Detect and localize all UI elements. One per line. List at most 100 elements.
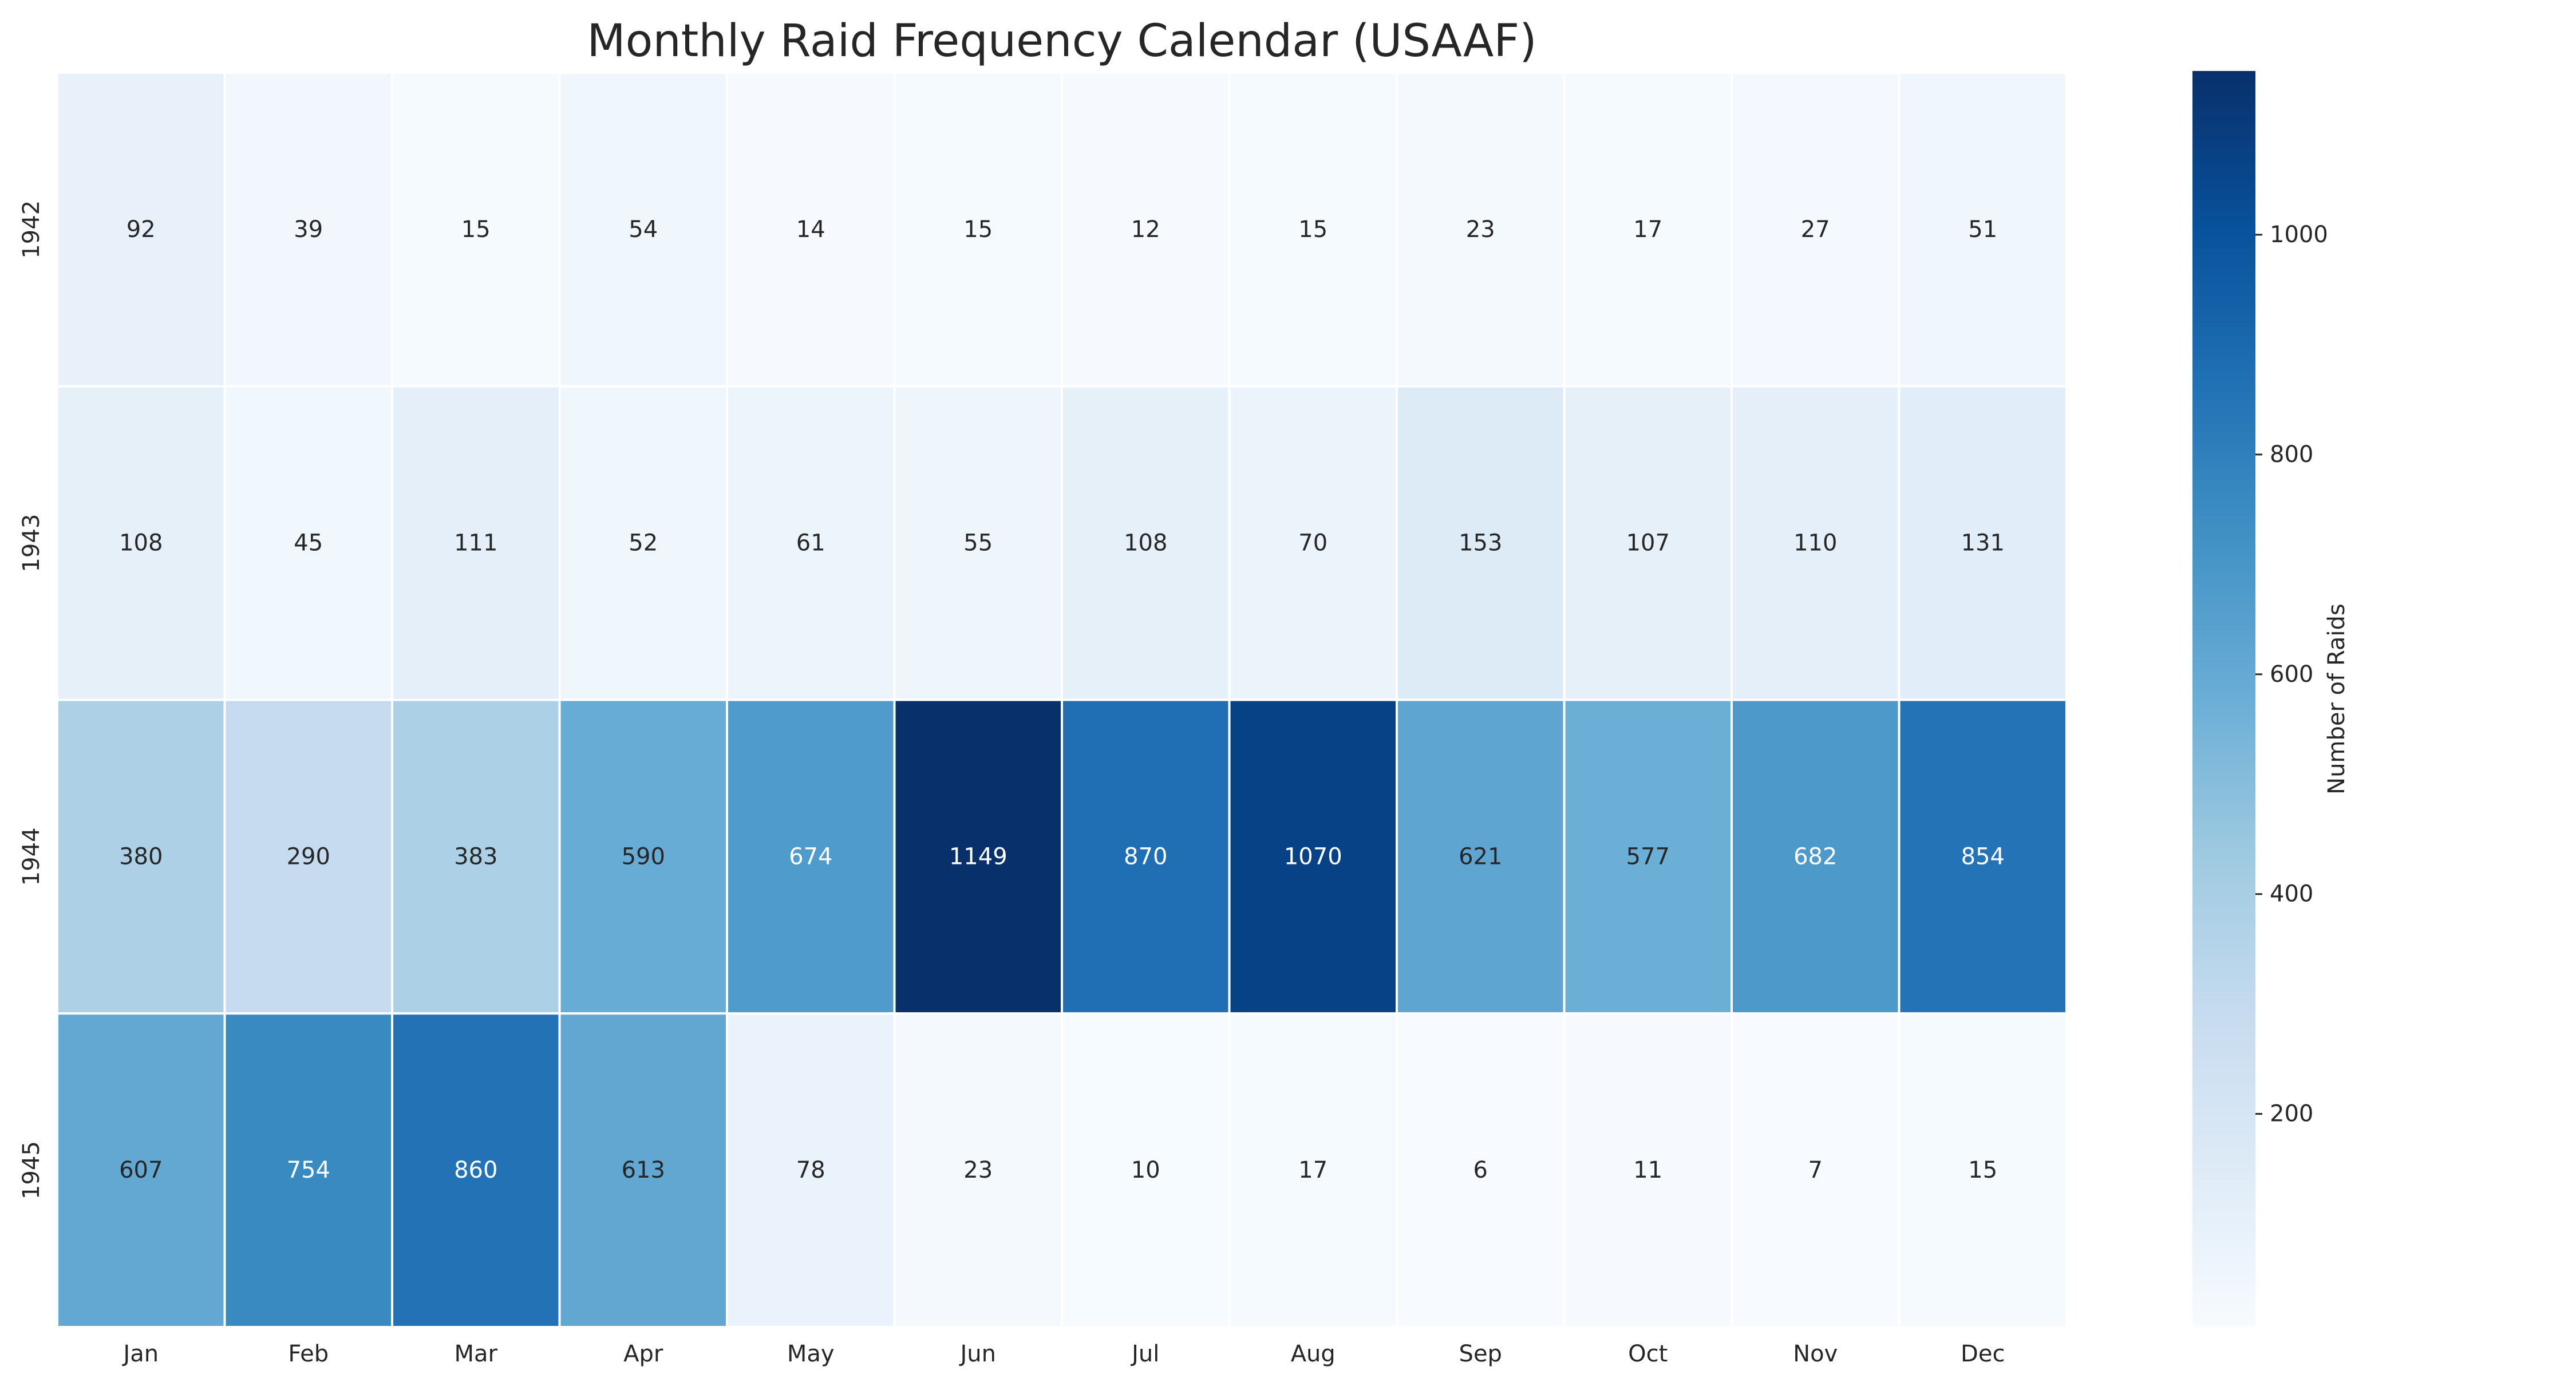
cell-value-label: 51 (1968, 216, 1997, 243)
heatmap-cell (1396, 698, 1566, 1015)
heatmap-cell (893, 1012, 1063, 1328)
heatmap-cell (1898, 1012, 2068, 1328)
cell-value-label: 70 (1298, 530, 1327, 556)
y-tick-label: 1942 (18, 200, 45, 259)
cell-value-label: 108 (119, 530, 163, 556)
heatmap-cell (558, 385, 728, 701)
cell-value-label: 6 (1473, 1157, 1488, 1183)
heatmap-cell (1061, 72, 1231, 388)
colorbar-tick-label: 600 (2270, 661, 2313, 688)
x-axis-ticks: Jan Feb Mar Apr May Jun Jul Aug Sep Oct Nov Dec (121, 1341, 2005, 1367)
cell-value-label: 12 (1131, 216, 1160, 243)
x-tick-label: Jan (121, 1341, 159, 1367)
heatmap-cell (1396, 72, 1566, 388)
x-tick-label: Nov (1793, 1341, 1838, 1367)
cell-value-label: 11 (1633, 1157, 1662, 1183)
y-tick-label: 1944 (18, 827, 45, 886)
cell-value-label: 15 (963, 216, 993, 243)
cell-value-label: 45 (294, 530, 323, 556)
heatmap-cell (223, 72, 393, 388)
x-tick-label: Mar (455, 1341, 498, 1367)
cell-value-label: 383 (454, 843, 497, 870)
cell-value-label: 15 (1968, 1157, 1997, 1183)
heatmap-cell (726, 385, 896, 701)
heatmap-cell (1563, 72, 1733, 388)
colorbar-ticks: 200 400 600 800 1000 (2255, 222, 2328, 1127)
heatmap-cell (1563, 698, 1733, 1015)
cell-value-label: 110 (1793, 530, 1837, 556)
heatmap-cell (893, 698, 1063, 1015)
heatmap-cell (223, 385, 393, 701)
heatmap-cell (1730, 698, 1901, 1015)
x-tick-label: Feb (288, 1341, 329, 1367)
cell-value-label: 131 (1961, 530, 2005, 556)
x-tick-label: Apr (623, 1341, 663, 1367)
cell-value-label: 682 (1793, 843, 1837, 870)
heatmap-cell (56, 698, 226, 1015)
x-tick-label: Oct (1628, 1341, 1668, 1367)
y-tick-label: 1945 (18, 1141, 45, 1199)
x-tick-label: Sep (1459, 1341, 1502, 1367)
colorbar-tick-label: 800 (2270, 441, 2313, 468)
heatmap-cell (1061, 1012, 1231, 1328)
cell-value-label: 754 (287, 1157, 330, 1183)
heatmap-cells: 92 39 15 54 14 15 12 15 23 17 27 51 108 45 111 52 61 55 10… (56, 72, 2068, 1328)
cell-value-label: 111 (454, 530, 497, 556)
colorbar-tick-label: 1000 (2270, 222, 2328, 248)
heatmap-cell (726, 698, 896, 1015)
heatmap-cell (1898, 698, 2068, 1015)
cell-value-label: 54 (629, 216, 658, 243)
heatmap-cell (1061, 698, 1231, 1015)
cell-value-label: 590 (622, 843, 665, 870)
heatmap-cell (893, 385, 1063, 701)
cell-value-label: 1149 (949, 843, 1008, 870)
cell-value-label: 854 (1961, 843, 2005, 870)
cell-value-label: 17 (1633, 216, 1662, 243)
heatmap-cell (1730, 1012, 1901, 1328)
heatmap-cell (56, 1012, 226, 1328)
cell-value-label: 607 (119, 1157, 163, 1183)
cell-value-label: 290 (287, 843, 330, 870)
cell-value-label: 153 (1459, 530, 1502, 556)
cell-value-label: 78 (796, 1157, 825, 1183)
y-tick-label: 1943 (18, 514, 45, 572)
colorbar-tick-label: 200 (2270, 1101, 2313, 1127)
cell-value-label: 860 (454, 1157, 497, 1183)
colorbar (2192, 71, 2255, 1327)
cell-value-label: 55 (963, 530, 993, 556)
heatmap-cell (1563, 1012, 1733, 1328)
cell-value-label: 61 (796, 530, 825, 556)
heatmap-cell (1228, 385, 1398, 701)
cell-value-label: 15 (1298, 216, 1327, 243)
cell-value-label: 1070 (1284, 843, 1342, 870)
x-tick-label: May (787, 1341, 835, 1367)
cell-value-label: 23 (1466, 216, 1495, 243)
cell-value-label: 380 (119, 843, 163, 870)
heatmap-cell (1730, 385, 1901, 701)
x-tick-label: Aug (1291, 1341, 1336, 1367)
cell-value-label: 108 (1124, 530, 1167, 556)
heatmap-cell (1228, 1012, 1398, 1328)
y-axis-ticks: 1942 1943 1944 1945 (18, 200, 45, 1199)
colorbar-tick-label: 400 (2270, 881, 2313, 907)
cell-value-label: 92 (127, 216, 156, 243)
cell-value-label: 674 (789, 843, 832, 870)
heatmap-cell (726, 1012, 896, 1328)
heatmap-cell (56, 385, 226, 701)
heatmap-cell (1898, 72, 2068, 388)
cell-value-label: 15 (461, 216, 491, 243)
cell-value-label: 27 (1801, 216, 1830, 243)
cell-value-label: 10 (1131, 1157, 1160, 1183)
heatmap-cell (391, 1012, 561, 1328)
chart-title: Monthly Raid Frequency Calendar (USAAF) (587, 15, 1536, 67)
heatmap-cell (391, 385, 561, 701)
cell-value-label: 621 (1459, 843, 1502, 870)
cell-value-label: 613 (622, 1157, 665, 1183)
cell-value-label: 107 (1626, 530, 1670, 556)
cell-value-label: 14 (796, 216, 825, 243)
x-tick-label: Jun (959, 1341, 997, 1367)
cell-value-label: 52 (629, 530, 658, 556)
heatmap-cell (1563, 385, 1733, 701)
x-tick-label: Jul (1130, 1341, 1159, 1367)
